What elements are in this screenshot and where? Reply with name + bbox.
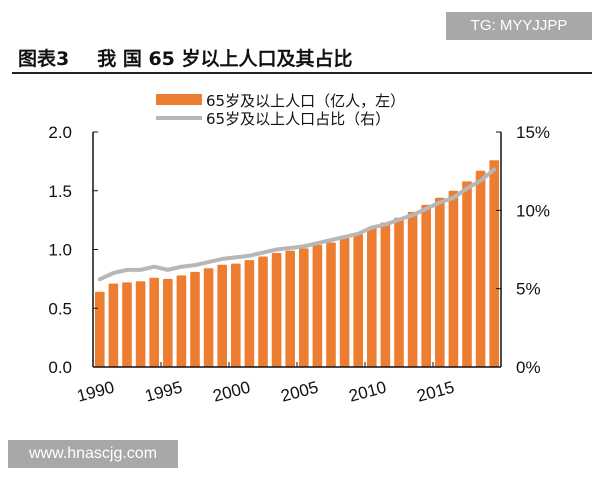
chart-title: 图表3 我 国 65 岁以上人口及其占比	[18, 44, 353, 71]
bar-2002	[258, 256, 268, 367]
bar-1993	[135, 281, 146, 367]
bar-2015	[435, 197, 445, 367]
legend-bar-label: 65岁及以上人口（亿人，左）	[206, 92, 405, 110]
right-tick-label: 15%	[516, 123, 550, 142]
bar-2012	[394, 217, 404, 367]
bar-2011	[380, 222, 391, 367]
figure-label: 图表3	[18, 48, 70, 70]
bar-2003	[271, 253, 282, 367]
x-tick-label: 1995	[143, 378, 184, 406]
x-tick-label: 2000	[211, 378, 252, 406]
left-tick-label: 1.5	[48, 182, 72, 201]
bar-1990	[95, 291, 105, 367]
title-rule	[12, 72, 592, 74]
bar-2010	[367, 227, 377, 367]
bar-2017	[462, 181, 472, 367]
x-tick-label: 2010	[347, 378, 388, 406]
bar-1994	[149, 277, 159, 367]
bar-1991	[108, 283, 119, 367]
right-tick-label: 10%	[516, 201, 550, 220]
legend-bar-swatch	[156, 94, 202, 105]
bar-1997	[190, 271, 200, 367]
x-tick-label: 1990	[75, 378, 116, 406]
x-tick-label: 2015	[415, 378, 456, 406]
bar-1998	[203, 268, 214, 367]
bar-2013	[407, 211, 418, 367]
bar-1999	[217, 264, 227, 367]
bar-2000	[231, 263, 241, 367]
bar-2016	[448, 190, 459, 367]
bar-2019	[489, 160, 499, 367]
bar-2005	[299, 248, 309, 367]
bar-2004	[285, 250, 295, 367]
left-tick-label: 0.0	[48, 358, 72, 377]
figure-title: 我 国 65 岁以上人口及其占比	[97, 48, 353, 70]
bar-2001	[244, 260, 255, 367]
ratio-line	[97, 167, 497, 282]
bar-2007	[326, 242, 336, 367]
x-tick-label: 2005	[279, 378, 320, 406]
bar-1995	[163, 278, 173, 367]
right-tick-label: 5%	[516, 280, 541, 299]
bar-2006	[312, 244, 323, 367]
left-tick-label: 1.0	[48, 241, 72, 260]
left-tick-label: 0.5	[48, 299, 72, 318]
watermark-top: TG: MYYJJPP	[446, 12, 592, 40]
left-tick-label: 2.0	[48, 123, 72, 142]
bar-1992	[122, 282, 132, 367]
bar-2009	[353, 234, 363, 367]
bar-2014	[421, 204, 431, 367]
watermark-bottom: www.hnascjg.com	[8, 440, 178, 468]
bar-1996	[176, 275, 187, 367]
right-tick-label: 0%	[516, 358, 541, 377]
bar-2008	[339, 237, 350, 367]
bar-2018	[475, 170, 486, 367]
legend-line-label: 65岁及以上人口占比（右）	[206, 110, 390, 128]
